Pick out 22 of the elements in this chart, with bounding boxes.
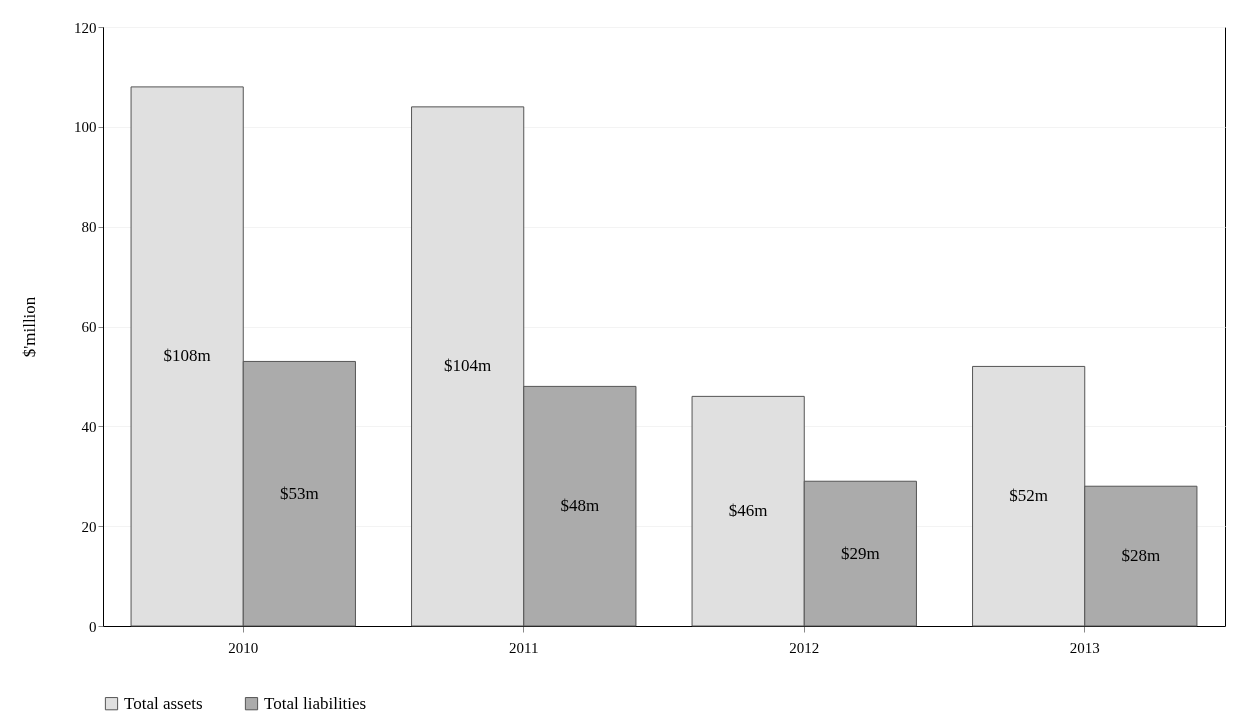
- data-label: $53m: [279, 483, 319, 503]
- y-tick-label: 20: [81, 518, 97, 535]
- y-tick-label: 0: [89, 618, 97, 635]
- data-label: $29m: [840, 543, 880, 563]
- x-tick-label: 2011: [509, 639, 539, 656]
- legend-label: Total liabilities: [264, 693, 367, 713]
- y-tick-label: 100: [74, 119, 97, 136]
- data-label: $46m: [728, 501, 768, 521]
- data-label: $108m: [163, 346, 211, 366]
- y-tick-label: 40: [81, 418, 97, 435]
- data-label: $52m: [1009, 486, 1049, 506]
- y-tick-label: 120: [74, 19, 97, 36]
- data-label: $48m: [560, 496, 600, 516]
- y-tick-label: 60: [81, 319, 97, 335]
- x-tick-label: 2012: [789, 639, 820, 656]
- data-label: $104m: [444, 356, 492, 376]
- x-tick-label: 2013: [1069, 639, 1100, 656]
- legend-label: Total assets: [124, 693, 203, 713]
- data-label: $28m: [1121, 546, 1161, 566]
- y-tick-label: 80: [81, 219, 97, 236]
- y-axis-title: $'million: [20, 296, 39, 358]
- x-tick-label: 2010: [228, 639, 259, 656]
